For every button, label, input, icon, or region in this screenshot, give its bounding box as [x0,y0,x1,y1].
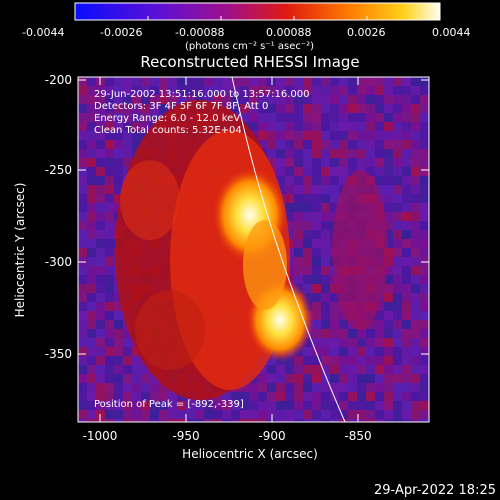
colorbar-units-label: (photons cm⁻² s⁻¹ asec⁻²) [185,41,314,52]
colorbar [74,2,441,21]
footer-timestamp: 29-Apr-2022 18:25 [374,483,496,498]
colorbar-tick-label: -0.00088 [175,26,224,39]
y-axis-ticks [78,79,429,355]
x-axis-ticks [99,77,359,422]
colorbar-tick-label: 0.0026 [347,26,386,39]
y-tick-label: -200 [45,73,72,87]
y-axis-label: Heliocentric Y (arcsec) [13,183,27,318]
x-tick-label: -950 [172,429,199,443]
solar-limb-line [231,76,346,423]
plot-title: Reconstructed RHESSI Image [140,53,359,71]
colorbar-tick-label: -0.0026 [100,26,142,39]
x-tick-label: -850 [344,429,371,443]
colorbar-ticks [74,16,441,20]
rhessi-image [78,77,429,422]
y-tick-label: -250 [45,163,72,177]
plot-frame [77,76,430,423]
colorbar-tick-label: 0.0044 [432,26,471,39]
y-tick-label: -350 [45,347,72,361]
y-tick-label: -300 [45,255,72,269]
info-line: Detectors: 3F 4F 5F 6F 7F 8F, Att 0 [94,101,268,112]
x-tick-label: -900 [258,429,285,443]
x-axis-label: Heliocentric X (arcsec) [182,447,318,461]
info-line: 29-Jun-2002 13:51:16.000 to 13:57:16.000 [94,89,310,100]
x-tick-label: -1000 [83,429,118,443]
colorbar-tick-label: -0.0044 [22,26,64,39]
info-line: Clean Total counts: 5.32E+04 [94,125,242,136]
info-line: Energy Range: 6.0 - 12.0 keV [94,113,240,124]
peak-position-text: Position of Peak = [-892,-339] [94,399,244,410]
colorbar-tick-label: 0.00088 [266,26,312,39]
